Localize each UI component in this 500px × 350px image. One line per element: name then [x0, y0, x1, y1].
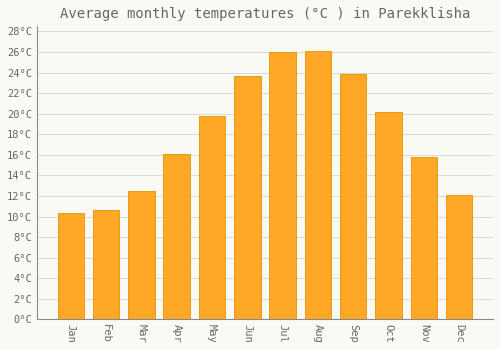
Bar: [270, 52, 296, 320]
Bar: [446, 195, 472, 320]
Bar: [375, 112, 402, 320]
Title: Average monthly temperatures (°C ) in Parekklisha: Average monthly temperatures (°C ) in Pa…: [60, 7, 470, 21]
Bar: [304, 51, 331, 320]
Bar: [234, 76, 260, 320]
Bar: [58, 214, 84, 320]
Bar: [128, 191, 154, 320]
Bar: [340, 74, 366, 320]
Bar: [164, 154, 190, 320]
Bar: [410, 157, 437, 320]
Bar: [198, 116, 225, 320]
Bar: [93, 210, 120, 320]
